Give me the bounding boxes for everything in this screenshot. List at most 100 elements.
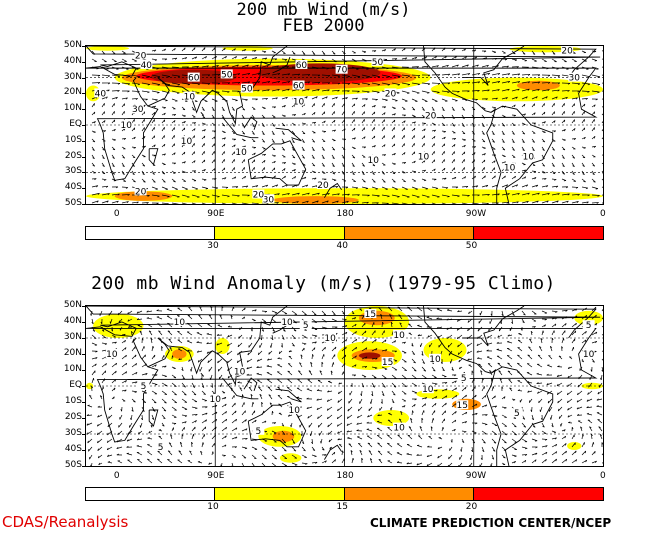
wind-arrow [541, 89, 550, 92]
wind-arrow-head [206, 351, 209, 354]
wind-arrow-head [532, 149, 535, 152]
wind-arrow [281, 58, 288, 60]
wind-arrow [441, 98, 448, 102]
wind-arrow [357, 414, 363, 419]
wind-arrow-head [234, 176, 237, 179]
wind-arrow [381, 82, 390, 85]
wind-arrow [108, 310, 113, 316]
wind-arrow [231, 306, 234, 312]
contour-label: 5 [303, 321, 309, 331]
wind-arrow [86, 422, 93, 426]
wind-arrow [591, 90, 600, 93]
wind-arrow [201, 65, 209, 68]
wind-arrow-head [101, 329, 105, 332]
wind-arrow [281, 66, 289, 68]
wind-arrow [497, 362, 503, 368]
wind-arrow-head [526, 184, 529, 187]
wind-arrow [359, 398, 363, 404]
wind-arrow [341, 74, 350, 77]
wind-arrow-head [442, 426, 444, 430]
wind-arrow [211, 382, 213, 388]
wind-arrow-head [323, 131, 326, 133]
wind-arrow [231, 410, 237, 416]
wind-arrow-head [430, 426, 433, 429]
wind-arrow-head [135, 372, 138, 375]
wind-arrow [551, 50, 556, 55]
coastline [272, 56, 291, 74]
wind-arrow [487, 334, 493, 339]
wind-arrow [451, 64, 459, 68]
wind-arrow-head [556, 68, 559, 70]
wind-arrow-head [157, 84, 160, 86]
contour-label-bg [384, 88, 397, 98]
wind-arrow-head [396, 461, 400, 463]
wind-arrow-head [593, 104, 596, 107]
wind-arrow [411, 382, 418, 387]
wind-arrow-head [315, 461, 318, 464]
wind-arrow [458, 358, 463, 363]
wind-arrow [121, 389, 127, 392]
wind-arrow-head [363, 146, 366, 149]
lat-tick-mark [82, 204, 86, 205]
wind-arrow [301, 50, 306, 55]
wind-arrow [91, 146, 95, 151]
wind-arrow [391, 66, 399, 69]
wind-arrow-head [320, 441, 322, 444]
wind-arrow [491, 395, 496, 400]
shade-region-yellow [567, 442, 582, 450]
wind-arrow [551, 451, 558, 456]
wind-arrow [586, 406, 593, 409]
wind-arrow [321, 346, 326, 352]
wind-arrow-head [505, 97, 508, 100]
wind-arrow-head [263, 51, 267, 53]
wind-arrow [577, 382, 583, 388]
wind-arrow-head [387, 76, 390, 78]
wind-arrow-head [207, 92, 210, 94]
contour-label-bg [457, 373, 470, 382]
wind-arrow-head [540, 337, 543, 341]
wind-arrow-head [567, 193, 570, 196]
wind-arrow [281, 88, 290, 92]
wind-arrow-head [277, 81, 281, 84]
wind-arrow-head [115, 186, 119, 189]
wind-arrow [501, 138, 505, 143]
colorbar-label: 10 [207, 502, 219, 512]
wind-arrow [106, 446, 113, 451]
wind-arrow [129, 422, 133, 428]
wind-arrow-head [165, 100, 168, 102]
wind-arrow [338, 390, 343, 395]
wind-arrow [551, 323, 557, 328]
wind-arrow [131, 82, 140, 85]
wind-arrow [491, 193, 500, 196]
wind-arrow-head [130, 417, 132, 421]
wind-arrow [171, 98, 178, 102]
wind-arrow-head [103, 120, 106, 123]
wind-arrow-head [542, 149, 545, 151]
wind-arrow-head [465, 386, 467, 390]
wind-arrow-head [503, 396, 506, 399]
wind-arrow-head [271, 338, 274, 341]
wind-arrow-head [544, 318, 547, 321]
wind-arrow [131, 363, 137, 368]
wind-arrow [546, 382, 553, 386]
wind-arrow [558, 414, 563, 419]
wind-arrow [571, 459, 577, 464]
wind-arrow-head [263, 160, 266, 163]
wind-arrow [476, 350, 483, 353]
wind-arrow-head [152, 346, 154, 349]
wind-arrow [491, 97, 498, 100]
wind-arrow-head [188, 359, 190, 362]
wind-arrow-head [477, 328, 479, 332]
wind-arrow-head [163, 410, 167, 412]
wind-arrow-head [287, 193, 290, 196]
wind-arrow-head [547, 192, 550, 195]
wind-arrow-head [363, 51, 367, 53]
wind-arrow-head [506, 65, 509, 68]
wind-arrow-head [211, 385, 213, 388]
wind-arrow [541, 185, 548, 188]
wind-arrow-head [555, 458, 557, 462]
wind-arrow [186, 340, 193, 344]
wind-arrow [291, 50, 296, 55]
wind-arrow-head [542, 140, 545, 143]
wind-arrow [131, 346, 136, 352]
